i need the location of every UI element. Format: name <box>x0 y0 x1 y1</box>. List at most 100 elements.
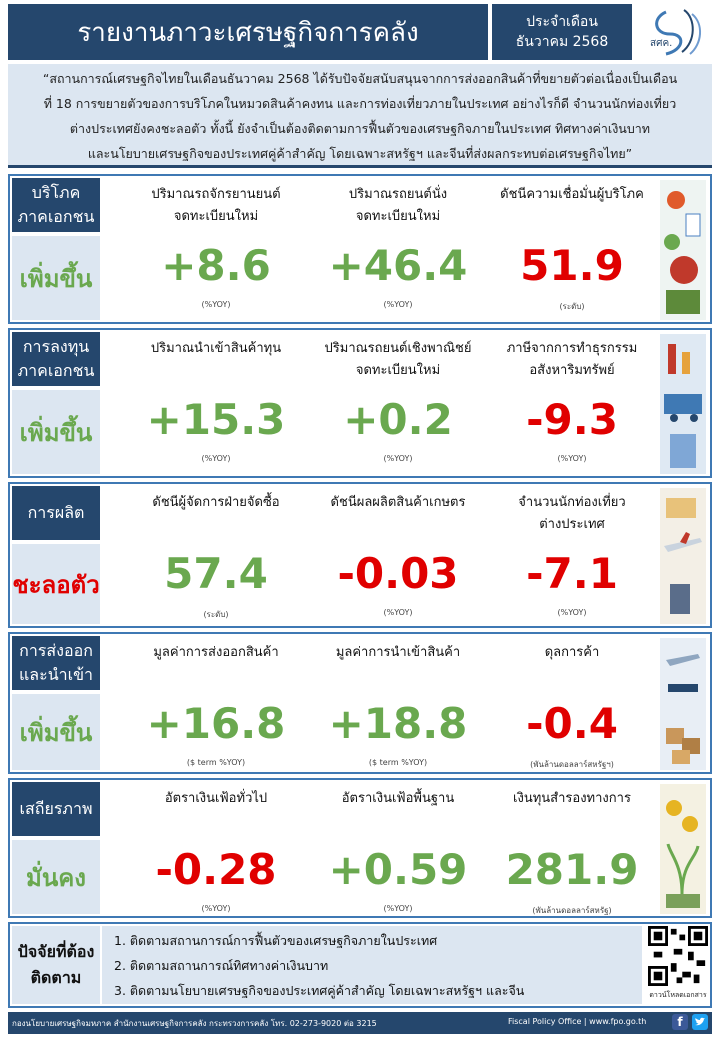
metric-unit: (%YOY) <box>201 300 231 309</box>
section-title-line: การผลิต <box>27 503 85 522</box>
section-title-line: ภาคเอกชน <box>17 361 95 380</box>
metric-label: อัตราเงินเฟ้อทั่วไป <box>164 791 268 806</box>
period-value: ธันวาคม 2568 <box>515 34 609 50</box>
metric-international-reserves: เงินทุนสำรองทางการ 281.9 (พันล้านดอลลาร์… <box>482 780 662 916</box>
metric-core-inflation: อัตราเงินเฟ้อพื้นฐาน +0.59 (%YOY) <box>308 780 488 916</box>
metric-label: ปริมาณรถจักรยานยนต์ จดทะเบียนใหม่ <box>151 187 281 224</box>
section-title: การลงทุน ภาคเอกชน <box>12 332 100 386</box>
report-header: รายงานภาวะเศรษฐกิจการคลัง ประจำเดือน ธัน… <box>8 4 712 60</box>
section-private-consumption: บริโภค ภาคเอกชน เพิ่มขึ้น ปริมาณรถจักรยา… <box>8 174 712 324</box>
metric-value: 51.9 <box>520 241 624 290</box>
metric-capital-goods-imports: ปริมาณนำเข้าสินค้าทุน +15.3 (%YOY) <box>126 330 306 476</box>
metric-unit: (%YOY) <box>557 608 587 617</box>
metric-unit: (ระดับ) <box>559 302 585 311</box>
metric-value: 57.4 <box>164 549 268 598</box>
metric-label: ปริมาณรถยนต์นั่ง จดทะเบียนใหม่ <box>348 187 448 224</box>
metric-unit: (%YOY) <box>201 904 231 913</box>
section-title-line: บริโภค <box>31 183 81 202</box>
metric-unit: (พันล้านดอลลาร์สหรัฐ) <box>532 906 612 915</box>
section-title-line: การลงทุน <box>22 337 90 356</box>
metric-real-estate-tax: ภาษีจากการทำธุรกรรม อสังหาริมทรัพย์ -9.3 … <box>482 330 662 476</box>
metric-label: ปริมาณรถยนต์เชิงพาณิชย์ จดทะเบียนใหม่ <box>324 341 472 378</box>
factory-illustration-icon <box>660 334 706 474</box>
qr-caption: ดาวน์โหลดเอกสาร <box>649 991 707 999</box>
factors-to-monitor: ปัจจัยที่ต้อง ติดตาม 1. ติดตามสถานการณ์ก… <box>8 922 712 1008</box>
report-period: ประจำเดือน ธันวาคม 2568 <box>492 4 632 60</box>
cargo-shipping-illustration-icon <box>660 638 706 770</box>
metric-unit: ($ term %YOY) <box>186 758 246 767</box>
section-title: บริโภค ภาคเอกชน <box>12 178 100 232</box>
metric-value: +16.8 <box>146 699 286 748</box>
metric-label: มูลค่าการนำเข้าสินค้า <box>335 645 461 660</box>
metric-unit: (%YOY) <box>383 454 413 463</box>
qr-code-icon[interactable] <box>648 926 708 986</box>
metric-unit: (พันล้านดอลลาร์สหรัฐฯ) <box>530 760 614 769</box>
logo-text: สศค. <box>650 38 672 49</box>
section-status: เพิ่มขึ้น <box>12 390 100 474</box>
section-title-line: การส่งออก <box>19 641 93 660</box>
section-title-line: ภาคเอกชน <box>17 207 95 226</box>
summary-line: ที่ 18 การขยายตัวของการบริโภคในหมวดสินค้… <box>43 96 677 111</box>
summary-line: ต่างประเทศยังคงชะลอตัว ทั้งนี้ ยังจำเป็น… <box>69 121 651 136</box>
metric-label: ดัชนีความเชื่อมั่นผู้บริโภค <box>500 187 644 202</box>
metric-label: ปริมาณนำเข้าสินค้าทุน <box>150 341 282 356</box>
metric-value: +0.59 <box>328 845 468 894</box>
fpo-logo-icon: สศค. <box>650 9 701 56</box>
section-trade: การส่งออก และนำเข้า เพิ่มขึ้น มูลค่าการส… <box>8 632 712 774</box>
section-production: การผลิต ชะลอตัว ดัชนีผู้จัดการฝ่ายจัดซื้… <box>8 482 712 628</box>
section-side: การลงทุน ภาคเอกชน เพิ่มขึ้น <box>10 330 102 476</box>
section-title-line: และนำเข้า <box>18 665 94 684</box>
metric-label: ดัชนีผลผลิตสินค้าเกษตร <box>330 495 466 510</box>
section-status: ชะลอตัว <box>12 544 100 624</box>
factors-title-line: ติดตาม <box>30 968 82 987</box>
metric-label: ดัชนีผู้จัดการฝ่ายจัดซื้อ <box>152 495 280 510</box>
metric-export-value: มูลค่าการส่งออกสินค้า +16.8 ($ term %YOY… <box>126 634 306 772</box>
twitter-icon[interactable] <box>692 1014 708 1030</box>
metric-pmi: ดัชนีผู้จัดการฝ่ายจัดซื้อ 57.4 (ระดับ) <box>126 484 306 626</box>
metric-unit: (%YOY) <box>557 454 587 463</box>
section-title-line: เสถียรภาพ <box>19 799 93 818</box>
facebook-icon[interactable]: f <box>672 1014 688 1030</box>
summary-line: “สถานการณ์เศรษฐกิจไทยในเดือนธันวาคม 2568… <box>42 71 678 86</box>
section-side: บริโภค ภาคเอกชน เพิ่มขึ้น <box>10 176 102 322</box>
download-qr[interactable]: ดาวน์โหลดเอกสาร <box>646 926 710 1004</box>
metric-unit: (%YOY) <box>383 904 413 913</box>
factor-item: 3. ติดตามนโยบายเศรษฐกิจของประเทศคู่ค้าสำ… <box>114 983 525 998</box>
section-side: เสถียรภาพ มั่นคง <box>10 780 102 916</box>
factor-item: 2. ติดตามสถานการณ์ทิศทางค่าเงินบาท <box>114 958 329 973</box>
metric-label: เงินทุนสำรองทางการ <box>513 791 631 806</box>
footer-website[interactable]: Fiscal Policy Office | www.fpo.go.th <box>508 1017 647 1026</box>
metric-label: จำนวนนักท่องเที่ยว ต่างประเทศ <box>518 495 626 532</box>
factors-list: 1. ติดตามสถานการณ์การฟื้นตัวของเศรษฐกิจภ… <box>102 926 642 1004</box>
fpo-logo: สศค. <box>636 4 712 60</box>
summary-statement: “สถานการณ์เศรษฐกิจไทยในเดือนธันวาคม 2568… <box>8 64 712 168</box>
metric-headline-inflation: อัตราเงินเฟ้อทั่วไป -0.28 (%YOY) <box>126 780 306 916</box>
section-private-investment: การลงทุน ภาคเอกชน เพิ่มขึ้น ปริมาณนำเข้า… <box>8 328 712 478</box>
metric-value: -0.03 <box>337 549 459 598</box>
factors-title-line: ปัจจัยที่ต้อง <box>17 942 95 961</box>
section-stability: เสถียรภาพ มั่นคง อัตราเงินเฟ้อทั่วไป -0.… <box>8 778 712 918</box>
section-side: การส่งออก และนำเข้า เพิ่มขึ้น <box>10 634 102 772</box>
metric-value: +46.4 <box>328 241 468 290</box>
section-title: การส่งออก และนำเข้า <box>12 636 100 690</box>
metric-value: +15.3 <box>146 395 286 444</box>
section-status: มั่นคง <box>12 840 100 914</box>
metric-commercial-car-registrations: ปริมาณรถยนต์เชิงพาณิชย์ จดทะเบียนใหม่ +0.… <box>308 330 488 476</box>
metric-unit: (ระดับ) <box>203 610 229 619</box>
page-footer: กองนโยบายเศรษฐกิจมหภาค สำนักงานเศรษฐกิจก… <box>8 1012 712 1034</box>
metric-label: ดุลการค้า <box>544 645 600 660</box>
summary-line: และนโยบายเศรษฐกิจของประเทศคู่ค้าสำคัญ โด… <box>87 146 633 161</box>
footer-office-contact: กองนโยบายเศรษฐกิจมหภาค สำนักงานเศรษฐกิจก… <box>12 1019 377 1028</box>
metric-trade-balance: ดุลการค้า -0.4 (พันล้านดอลลาร์สหรัฐฯ) <box>482 634 662 772</box>
section-status: เพิ่มขึ้น <box>12 236 100 320</box>
section-title: เสถียรภาพ <box>12 782 100 836</box>
metric-value: 281.9 <box>505 845 639 894</box>
metric-value: -0.4 <box>526 699 618 748</box>
report-title: รายงานภาวะเศรษฐกิจการคลัง <box>8 4 488 60</box>
metric-unit: ($ term %YOY) <box>368 758 428 767</box>
metric-unit: (%YOY) <box>383 608 413 617</box>
section-title: การผลิต <box>12 486 100 540</box>
section-side: การผลิต ชะลอตัว <box>10 484 102 626</box>
metric-import-value: มูลค่าการนำเข้าสินค้า +18.8 ($ term %YOY… <box>308 634 488 772</box>
money-plant-illustration-icon <box>660 784 706 914</box>
